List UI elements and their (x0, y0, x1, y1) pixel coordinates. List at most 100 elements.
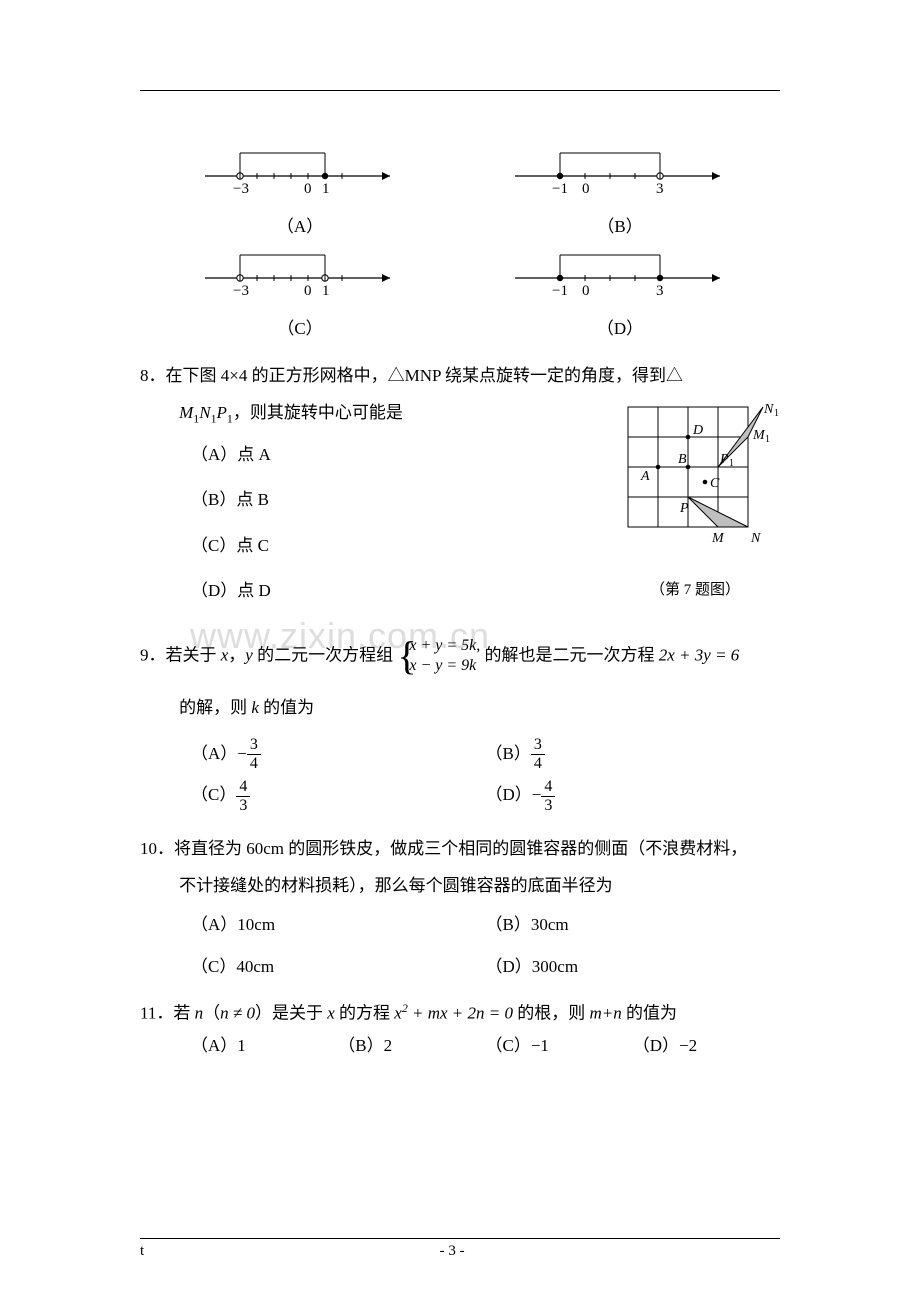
numberline-d: −1 0 3 （D） (490, 243, 750, 339)
q9-option-a: （A）−34 (191, 733, 486, 775)
q11-eq-b: + mx + 2n = 0 (408, 1004, 513, 1023)
q8-m1: M (179, 403, 193, 422)
q9-d: 的解也是二元一次方程 (480, 645, 659, 664)
q11-a: 11．若 (140, 1004, 195, 1023)
q9-a-frac: 34 (247, 737, 261, 772)
q11-option-d: （D）−2 (633, 1030, 780, 1062)
q10-option-a: （A）10cm (191, 904, 486, 945)
numberline-d-svg: −1 0 3 (505, 243, 735, 303)
q9-c-frac: 43 (236, 779, 250, 814)
q8-n1: N (199, 403, 210, 422)
q9-e: 的解，则 (179, 698, 251, 717)
q11-option-c: （C）−1 (486, 1030, 633, 1062)
q11-n: n (195, 1004, 204, 1023)
q9-option-d: （D）−43 (486, 774, 781, 816)
numberline-c-label: （C） (170, 314, 430, 339)
q9-options: （A）−34 （B）34 （C）43 （D）−43 (140, 733, 780, 816)
svg-text:A: A (640, 469, 650, 484)
q9-a-den: 4 (247, 755, 261, 772)
q8-stem-text: 8．在下图 4×4 的正方形网格中，△MNP 绕某点旋转一定的角度，得到△ (140, 366, 683, 385)
question-10: 10．将直径为 60cm 的圆形铁皮，做成三个相同的圆锥容器的侧面（不浪费材料，… (140, 830, 780, 988)
q8-suffix: ，则其旋转中心可能是 (233, 403, 403, 422)
q9-c-num: 4 (236, 779, 250, 797)
numberline-c: −3 0 1 （C） (170, 243, 430, 339)
svg-text:−3: −3 (233, 283, 249, 299)
svg-text:0: 0 (582, 181, 590, 197)
q9-k: k (251, 698, 259, 717)
svg-text:C: C (710, 476, 720, 491)
q9-c: 的二元一次方程组 (253, 645, 398, 664)
numberline-b: −1 0 3 （B） (490, 141, 750, 237)
svg-text:N: N (763, 402, 774, 417)
svg-text:0: 0 (304, 283, 312, 299)
svg-text:P: P (679, 501, 689, 516)
top-horizontal-rule (140, 90, 780, 91)
svg-text:1: 1 (322, 283, 330, 299)
q9-a-num: 3 (247, 737, 261, 755)
numberline-row-2: −3 0 1 （C） −1 0 3 (140, 243, 780, 339)
q9-b-num: 3 (531, 737, 545, 755)
question-11: 11．若 n（n ≠ 0）是关于 x 的方程 x2 + mx + 2n = 0 … (140, 997, 780, 1062)
q11-option-b: （B）2 (338, 1030, 485, 1062)
q8-grid-figure: A B C D P M N P1 M1 N1 （第 7 题图） (600, 397, 790, 607)
q11-mn: m+n (590, 1004, 622, 1023)
q11-f: 的值为 (622, 1004, 677, 1023)
q9-c-den: 3 (236, 797, 250, 814)
q9-b-frac: 34 (531, 737, 545, 772)
svg-text:M: M (711, 531, 725, 546)
q10-option-b: （B）30cm (486, 904, 781, 945)
svg-text:D: D (692, 423, 703, 438)
svg-text:3: 3 (656, 283, 664, 299)
q9-b-den: 4 (531, 755, 545, 772)
q10-stem2: 不计接缝处的材料损耗），那么每个圆锥容器的底面半径为 (140, 867, 780, 904)
q9-a: 9．若关于 (140, 645, 221, 664)
svg-text:0: 0 (582, 283, 590, 299)
q11-e: 的根，则 (513, 1004, 590, 1023)
svg-text:B: B (678, 452, 687, 467)
q9-y: y (245, 645, 253, 664)
svg-text:3: 3 (656, 181, 664, 197)
q9-eq2: 2x + 3y = 6 (659, 645, 740, 664)
q8-stem-line1: 8．在下图 4×4 的正方形网格中，△MNP 绕某点旋转一定的角度，得到△ (140, 357, 780, 394)
q8-grid-svg: A B C D P M N P1 M1 N1 (608, 397, 783, 557)
numberline-d-label: （D） (490, 314, 750, 339)
numberline-row-1: −3 0 1 （A） −1 0 3 (140, 141, 780, 237)
q11-option-a: （A）1 (191, 1030, 338, 1062)
q9-d-num: 4 (541, 779, 555, 797)
svg-text:1: 1 (765, 434, 770, 445)
svg-text:1: 1 (322, 181, 330, 197)
q11-x: x (327, 1004, 335, 1023)
q9-a-prefix: （A）− (191, 744, 247, 763)
svg-text:−3: −3 (233, 181, 249, 197)
numberline-a-svg: −3 0 1 (195, 141, 405, 201)
q9-b: ， (228, 645, 245, 664)
numberline-b-svg: −1 0 3 (505, 141, 735, 201)
svg-text:0: 0 (304, 181, 312, 197)
q9-eq1: x + y = 5k, (409, 636, 480, 657)
footer-page: - 3 - (144, 1243, 780, 1260)
q11-d: 的方程 (335, 1004, 395, 1023)
q8-fig-caption: （第 7 题图） (600, 574, 790, 607)
q9-d-prefix: （D）− (486, 785, 542, 804)
q9-stem-line2: 的解，则 k 的值为 (140, 689, 780, 726)
q9-f: 的值为 (259, 698, 314, 717)
svg-text:1: 1 (774, 408, 779, 419)
svg-text:N: N (750, 531, 761, 546)
page-footer: t - 3 - (140, 1238, 780, 1260)
numberline-c-svg: −3 0 1 (195, 243, 405, 303)
q10-stem1: 10．将直径为 60cm 的圆形铁皮，做成三个相同的圆锥容器的侧面（不浪费材料， (140, 830, 780, 867)
q11-stem: 11．若 n（n ≠ 0）是关于 x 的方程 x2 + mx + 2n = 0 … (140, 997, 780, 1030)
question-9: 9．若关于 x，y 的二元一次方程组 {x + y = 5k,x − y = 9… (140, 636, 780, 816)
svg-text:−1: −1 (552, 283, 568, 299)
q9-d-frac: 43 (541, 779, 555, 814)
q9-stem: 9．若关于 x，y 的二元一次方程组 {x + y = 5k,x − y = 9… (140, 636, 780, 678)
q11-c: ）是关于 (255, 1004, 327, 1023)
q9-option-b: （B）34 (486, 733, 781, 775)
q9-option-c: （C）43 (191, 774, 486, 816)
numberline-a: −3 0 1 （A） (170, 141, 430, 237)
q9-c-prefix: （C） (191, 785, 236, 804)
q11-eq-a: x (394, 1004, 402, 1023)
footer-rule (140, 1238, 780, 1239)
q8-p1: P (217, 403, 227, 422)
q10-options: （A）10cm （B）30cm （C）40cm （D）300cm (140, 904, 780, 987)
